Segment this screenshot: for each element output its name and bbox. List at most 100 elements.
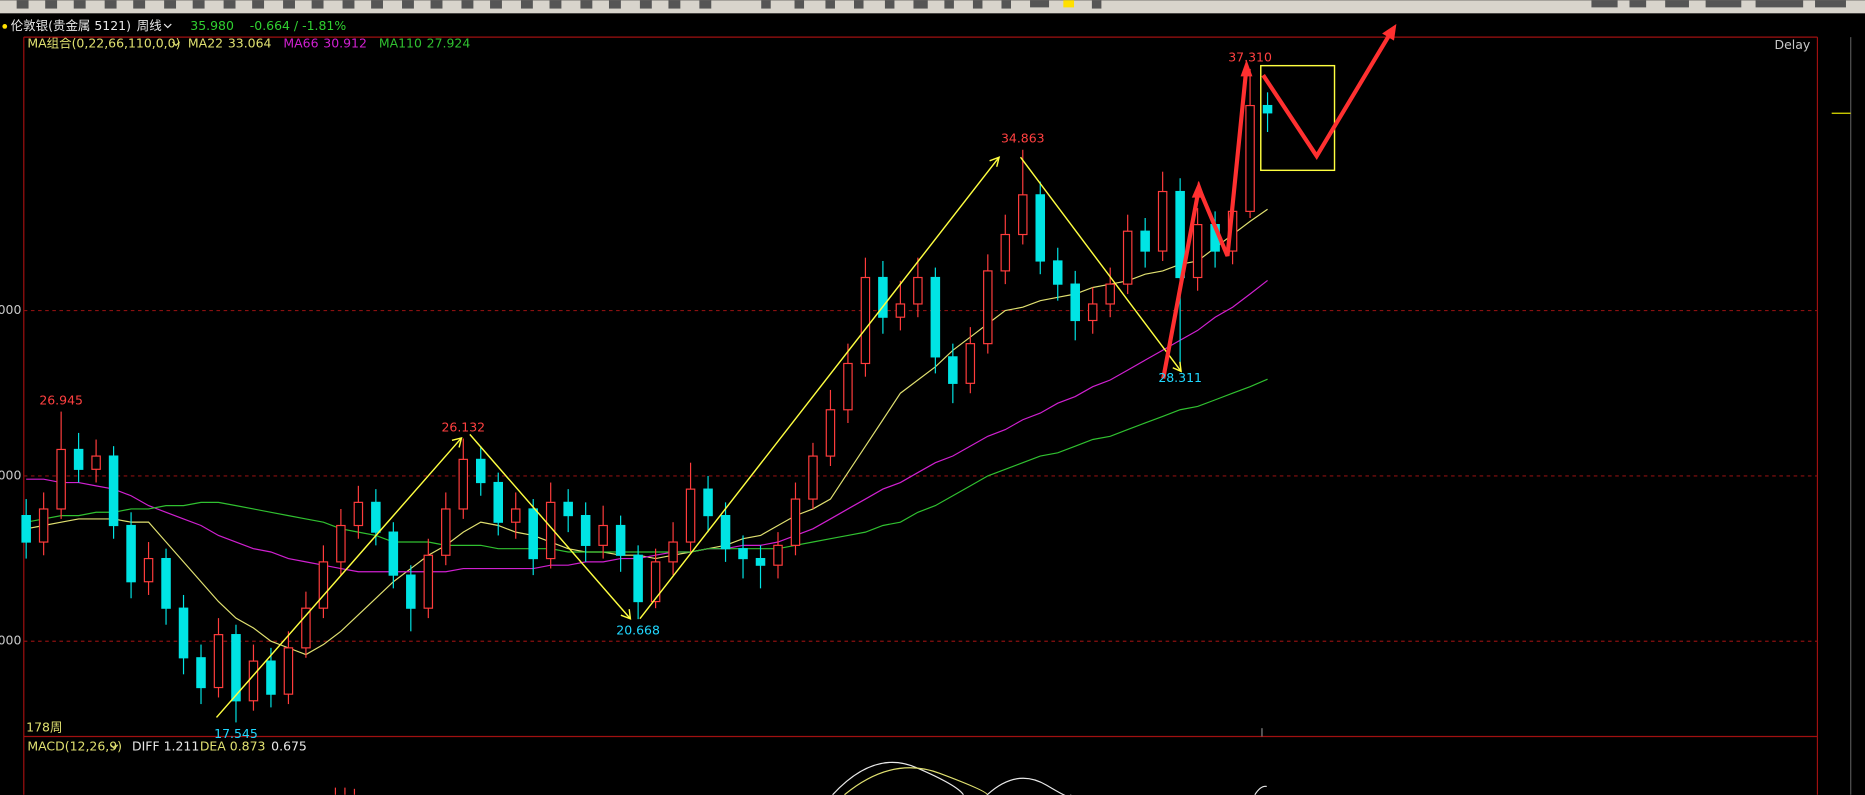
ma-line xyxy=(26,279,1268,573)
period-dropdown[interactable] xyxy=(163,23,172,29)
price-annotation: 34.863 xyxy=(1001,131,1045,146)
y-tick-label: 25.000 xyxy=(0,467,21,482)
candle-body xyxy=(1245,104,1255,212)
macd-dropdown[interactable] xyxy=(110,744,119,750)
candle-body xyxy=(1157,190,1168,252)
ma-dropdown[interactable] xyxy=(172,41,181,47)
candle-body xyxy=(615,524,626,556)
candle-body xyxy=(458,458,469,510)
candle-body xyxy=(685,488,696,543)
candle-body xyxy=(1052,260,1063,285)
candle-body xyxy=(91,455,101,470)
candle-body xyxy=(493,481,504,523)
candle-body xyxy=(423,554,434,609)
candle-body xyxy=(441,508,451,556)
candle-body xyxy=(336,524,346,563)
moving-averages xyxy=(26,208,1268,656)
annotations: 26.945 17.545 26.132 20.668 34.863 28.311 37.3… xyxy=(39,50,1272,741)
legend-value: 30.912 xyxy=(323,36,367,51)
candle-body xyxy=(248,660,259,702)
candle-body xyxy=(633,554,643,603)
price-annotation: 26.945 xyxy=(39,392,83,407)
forecast-arrowheads xyxy=(1191,24,1397,198)
macd-diff: DIFF 1.211 xyxy=(132,739,199,754)
price-annotation: 37.310 xyxy=(1228,50,1272,65)
legend-name: MA66 xyxy=(283,36,318,51)
candle-body xyxy=(1087,303,1098,322)
candle-body xyxy=(21,514,31,543)
candle-body xyxy=(476,458,486,484)
y-tick-label: 20.000 xyxy=(0,633,21,648)
candle-body xyxy=(73,448,84,470)
candle-body xyxy=(1070,283,1080,322)
candle-body xyxy=(406,574,416,609)
ma-line xyxy=(26,378,1268,553)
candle-body xyxy=(965,343,976,384)
candle-body xyxy=(720,514,731,550)
candle-body xyxy=(1140,230,1150,252)
candle-body xyxy=(598,524,608,546)
candle-body xyxy=(790,498,801,546)
legend-value: 27.924 xyxy=(427,36,471,51)
toolbar-icons xyxy=(16,0,1846,9)
candle-body xyxy=(738,548,748,560)
candle-body xyxy=(231,634,241,702)
price-annotation: 26.132 xyxy=(441,419,485,434)
period[interactable]: 周线 xyxy=(137,18,162,33)
y-tick-label: 30.000 xyxy=(0,302,21,317)
candle-body xyxy=(650,561,661,603)
trend-drawings xyxy=(215,64,1336,718)
candle-body xyxy=(318,561,329,609)
candle-body xyxy=(301,607,311,649)
candle-body xyxy=(283,647,294,695)
candle-body xyxy=(388,531,399,576)
macd-lines xyxy=(832,761,1267,795)
candle-body xyxy=(843,362,853,411)
candle-body xyxy=(913,276,923,305)
candle-body xyxy=(668,541,678,563)
legend-name: MA22 xyxy=(188,36,223,51)
macd-bars xyxy=(334,787,356,795)
candle-body xyxy=(510,508,521,523)
ma-group[interactable]: MA组合(0,22,66,110,0,0) xyxy=(27,36,180,51)
candle-body xyxy=(1105,283,1115,305)
candle-body xyxy=(161,557,171,609)
candles xyxy=(21,68,1273,723)
legend-name: MA110 xyxy=(379,36,422,51)
candle-body xyxy=(860,276,871,365)
candle-body xyxy=(825,409,836,457)
price-annotation: 20.668 xyxy=(616,623,660,638)
candle-body xyxy=(213,634,224,689)
price-annotation: 17.545 xyxy=(214,726,258,741)
status-dot xyxy=(2,24,8,29)
candle-body xyxy=(1035,194,1046,262)
candle-body xyxy=(703,488,713,517)
change: -0.664 / -1.81% xyxy=(250,18,347,33)
candle-body xyxy=(371,501,381,533)
candle-body xyxy=(143,557,154,583)
candle-body xyxy=(948,356,958,384)
candle-body xyxy=(878,276,888,318)
candle-body xyxy=(266,660,276,695)
toolbar xyxy=(0,0,1865,14)
candle-body xyxy=(545,501,556,560)
candle-body xyxy=(1018,194,1028,236)
candle-body xyxy=(1000,233,1011,272)
candle-body xyxy=(773,544,783,566)
candle-body xyxy=(1122,230,1133,285)
candle-body xyxy=(895,303,906,318)
forecast-drawings xyxy=(1161,30,1394,379)
candle-body xyxy=(1192,224,1203,279)
candle-body xyxy=(38,508,49,543)
candle-body xyxy=(126,524,136,583)
candle-body xyxy=(930,276,941,358)
candle-body xyxy=(563,501,573,517)
legend-value: 33.064 xyxy=(228,36,272,51)
candle-body xyxy=(808,455,818,500)
candle-body xyxy=(353,501,364,527)
candle-body xyxy=(56,448,66,510)
price-annotation: 28.311 xyxy=(1158,370,1202,385)
